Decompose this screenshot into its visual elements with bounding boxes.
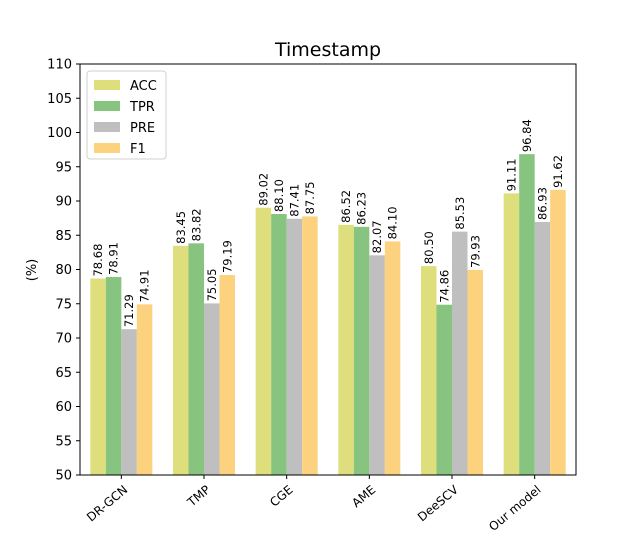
y-tick-label-3: 65 [55, 366, 72, 381]
legend-label-tpr: TPR [129, 100, 155, 115]
bar-f1-5 [550, 189, 566, 475]
bar-pre-2 [286, 218, 303, 475]
legend-swatch-acc [94, 80, 120, 90]
data-label-pre-4: 85.53 [453, 197, 467, 230]
legend-swatch-f1 [94, 143, 120, 153]
legend-label-pre: PRE [130, 121, 155, 136]
data-label-pre-0: 71.29 [122, 294, 136, 327]
legend-swatch-pre [94, 122, 120, 132]
y-tick-label-1: 55 [55, 434, 72, 449]
data-label-f1-1: 79.19 [220, 240, 234, 273]
data-label-f1-0: 74.91 [138, 269, 152, 302]
data-label-f1-3: 84.10 [386, 206, 400, 239]
data-label-pre-3: 82.07 [370, 220, 384, 253]
bar-acc-4 [421, 266, 437, 475]
data-label-acc-3: 86.52 [339, 190, 353, 223]
data-label-acc-4: 80.50 [422, 231, 436, 264]
bar-pre-5 [534, 222, 551, 475]
y-tick-label-5: 75 [55, 297, 72, 312]
category-label-4: DeeSCV [415, 482, 462, 524]
bar-tpr-3 [353, 226, 370, 475]
y-tick-label-6: 80 [55, 263, 72, 278]
data-label-pre-2: 87.41 [287, 184, 301, 217]
bar-tpr-4 [436, 304, 452, 475]
data-label-tpr-0: 78.91 [107, 242, 121, 275]
legend-swatch-tpr [94, 101, 120, 111]
legend-label-acc: ACC [130, 79, 157, 94]
data-label-tpr-4: 74.86 [437, 270, 451, 303]
bar-tpr-2 [271, 214, 287, 475]
chart-title: Timestamp [274, 39, 381, 61]
data-label-pre-5: 86.93 [535, 187, 549, 220]
data-label-f1-4: 79.93 [468, 235, 482, 268]
bar-f1-0 [136, 304, 153, 475]
bar-acc-3 [338, 224, 354, 475]
y-tick-label-7: 85 [55, 229, 72, 244]
y-tick-label-9: 95 [55, 160, 72, 175]
data-label-tpr-2: 88.10 [272, 179, 286, 212]
bar-acc-2 [255, 207, 272, 475]
legend: ACC TPR PRE F1 [86, 70, 167, 160]
bar-pre-4 [452, 231, 468, 475]
category-label-1: TMP [184, 483, 213, 510]
y-axis-label: (%) [25, 259, 40, 282]
data-label-acc-1: 83.45 [174, 211, 188, 244]
bar-pre-1 [204, 303, 220, 475]
bar-pre-0 [121, 329, 137, 475]
bar-f1-2 [302, 216, 318, 475]
bar-acc-5 [503, 193, 520, 476]
data-label-acc-0: 78.68 [91, 244, 105, 277]
y-tick-label-8: 90 [55, 195, 72, 210]
y-tick-label-12: 110 [47, 58, 72, 73]
bar-tpr-1 [188, 243, 204, 475]
data-label-pre-1: 75.05 [205, 268, 219, 301]
data-label-tpr-1: 83.82 [189, 208, 203, 241]
bar-pre-3 [369, 255, 385, 475]
data-label-tpr-3: 86.23 [355, 192, 369, 225]
bars-layer [90, 154, 566, 476]
bar-f1-1 [219, 275, 235, 475]
category-label-2: CGE [267, 483, 295, 510]
y-tick-label-10: 100 [47, 126, 72, 141]
data-label-tpr-5: 96.84 [520, 119, 534, 152]
category-label-5: Our model [486, 483, 543, 534]
data-label-acc-5: 91.11 [504, 158, 518, 191]
y-tick-label-4: 70 [55, 332, 72, 347]
data-label-f1-5: 91.62 [551, 155, 565, 188]
data-label-f1-2: 87.75 [303, 181, 317, 214]
bar-acc-1 [173, 245, 189, 475]
category-label-0: DR-GCN [84, 483, 130, 525]
legend-box [86, 70, 167, 160]
bar-f1-3 [384, 241, 401, 475]
y-tick-label-0: 50 [55, 469, 72, 484]
category-label-3: AME [349, 483, 378, 511]
bar-acc-0 [90, 278, 106, 475]
bar-tpr-0 [105, 276, 122, 475]
data-label-acc-2: 89.02 [256, 173, 270, 206]
y-tick-label-2: 60 [55, 400, 72, 415]
y-tick-label-11: 105 [47, 92, 72, 107]
bar-tpr-5 [519, 154, 535, 475]
legend-label-f1: F1 [130, 142, 146, 157]
bar-f1-4 [467, 269, 483, 475]
